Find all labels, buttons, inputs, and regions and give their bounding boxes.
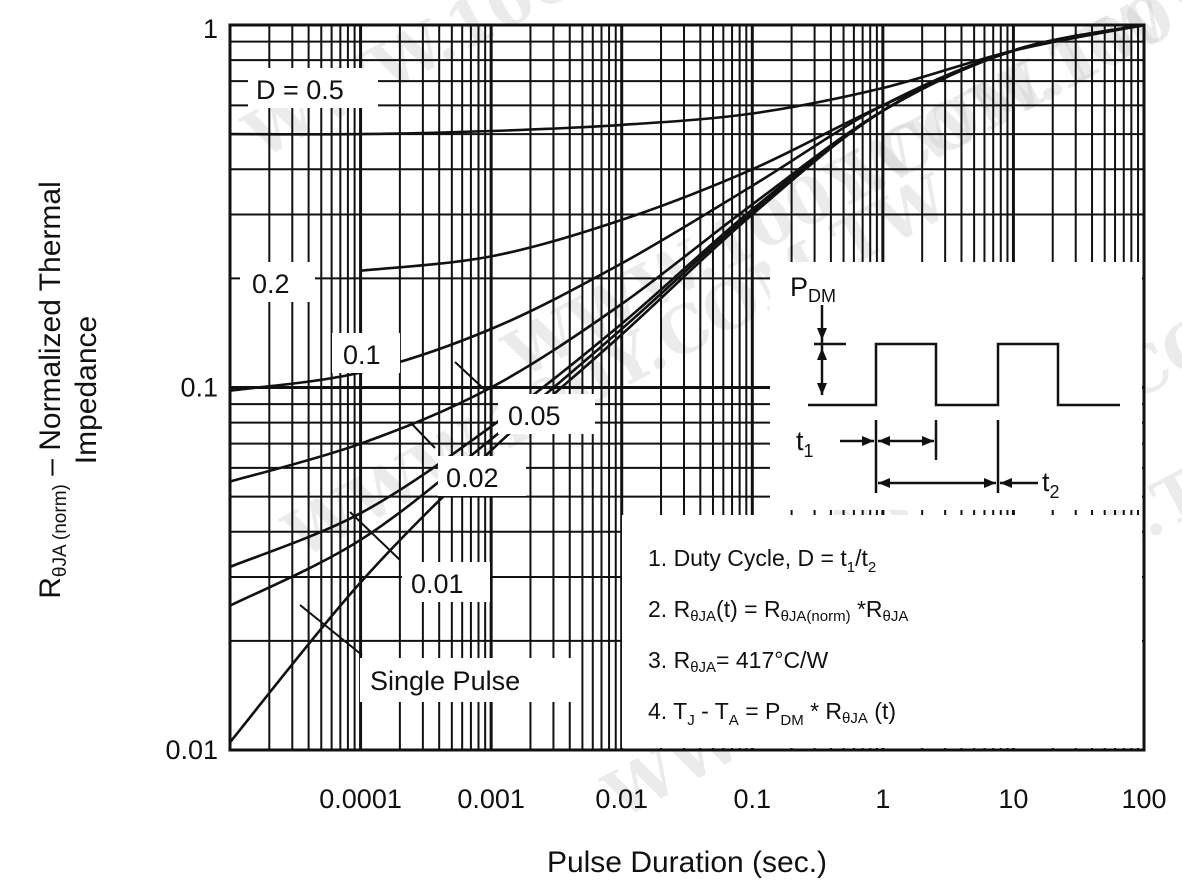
y-tick-label: 0.1 (180, 373, 218, 403)
x-tick-label: 0.01 (595, 784, 648, 814)
inset-box (770, 262, 1142, 510)
label-d02: 0.2 (252, 269, 290, 299)
note-4: 4. TJ - TA = PDM * RθJA (t) (648, 698, 896, 729)
note-1: 1. Duty Cycle, D = t1/t2 (648, 545, 876, 576)
x-tick-label: 1 (875, 784, 890, 814)
note-2: 2. RθJA(t) = RθJA(norm) *RθJA (648, 596, 908, 625)
t1-label: t1 (796, 426, 814, 461)
note-3: 3. RθJA= 417°C/W (648, 647, 828, 676)
notes-box (622, 515, 1142, 748)
notes: 1. Duty Cycle, D = t1/t2 2. RθJA(t) = Rθ… (648, 545, 908, 729)
curve-labels: D = 0.5 0.2 0.1 0.05 0.02 0.01 Single Pu… (240, 68, 595, 702)
y-tick-labels: 1 0.1 0.01 (165, 14, 218, 765)
leader-lines (299, 361, 486, 656)
arrow-heads (817, 328, 1012, 488)
x-tick-label: 0.1 (734, 784, 772, 814)
series-layer (228, 23, 1145, 744)
x-tick-label: 100 (1121, 784, 1166, 814)
x-axis-title: Pulse Duration (sec.) (547, 846, 827, 879)
y-axis-title-line2: Impedance (70, 316, 103, 464)
y-axis-title: RθJA (norm) – Normalized Thermal (34, 181, 71, 598)
x-tick-label: 0.0001 (319, 784, 402, 814)
t2-label: t2 (1042, 467, 1060, 502)
plot-frame (228, 23, 1146, 752)
pulse-waveform (808, 342, 1120, 407)
label-d005: 0.05 (508, 401, 561, 431)
series-line-7 (228, 23, 1145, 744)
x-tick-labels: 0.0001 0.001 0.01 0.1 1 10 100 (319, 784, 1166, 814)
x-tick-label: 0.001 (457, 784, 525, 814)
label-d01: 0.1 (343, 340, 381, 370)
y-tick-label: 1 (203, 14, 218, 44)
label-single-pulse: Single Pulse (370, 666, 520, 696)
x-tick-label: 10 (998, 784, 1028, 814)
label-d002: 0.02 (446, 463, 499, 493)
pdm-label: PDM (790, 272, 836, 306)
label-d001: 0.01 (411, 569, 464, 599)
label-d05: D = 0.5 (256, 75, 344, 105)
y-tick-label: 0.01 (165, 735, 218, 765)
